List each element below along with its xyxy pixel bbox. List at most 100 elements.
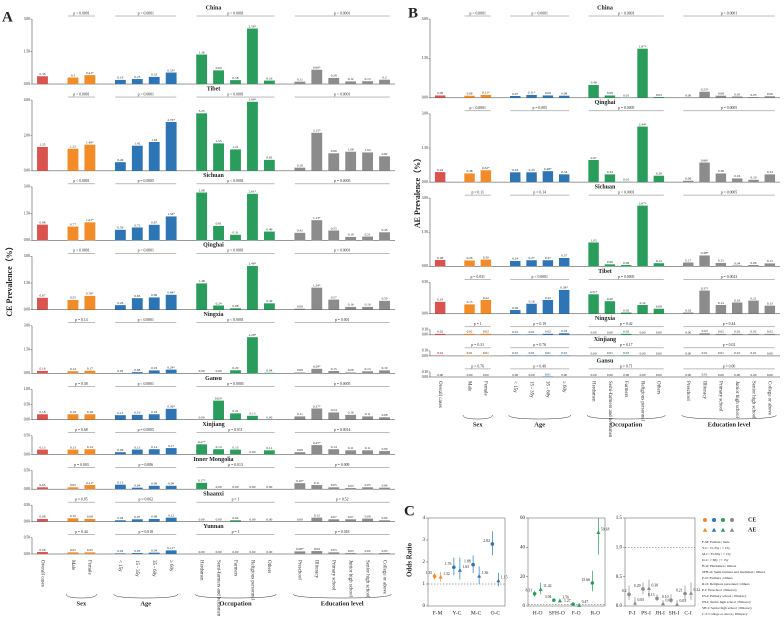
value-label: 0.02 (545, 330, 551, 334)
panel-title: Gansu (597, 358, 614, 364)
plot-frame (527, 517, 606, 607)
value-label: 0.16 (365, 303, 371, 307)
bar (379, 553, 390, 554)
bar (653, 308, 665, 314)
value-label: 1.42 (134, 141, 140, 145)
bar (148, 449, 160, 455)
value-label: 0.13 (365, 77, 371, 81)
bar (604, 301, 616, 314)
value-label: 0.12 (117, 480, 123, 484)
value-label: 0.02 (467, 330, 473, 334)
value-label: 0.00 (249, 550, 255, 554)
value-label: 1.25 (70, 144, 76, 148)
bar (67, 518, 79, 522)
p-value: p = 0.44 (75, 530, 88, 534)
point (627, 592, 631, 597)
value-label: 0.00 (591, 373, 597, 377)
bar (480, 94, 492, 98)
value-label: 0.00 (607, 331, 613, 335)
value-label: 0.62 (266, 156, 272, 160)
value-label: 0.29 (634, 584, 641, 588)
bar (542, 355, 554, 356)
x-tick-label: Farmers (623, 381, 628, 397)
value-label: 0.01 (734, 351, 740, 355)
bar (637, 304, 648, 314)
value-label: 0.24 (512, 257, 518, 261)
group-label: Occupation (610, 421, 643, 428)
bar (165, 121, 177, 171)
bar (196, 192, 208, 241)
x-tick-label: Semi-farmers and herdsmen (607, 381, 612, 438)
value-label: 0.33 (151, 73, 157, 77)
bar (148, 485, 160, 490)
bar (526, 260, 537, 267)
bar (748, 355, 759, 356)
y-tick-label: 0.50 (24, 434, 30, 438)
bar (37, 518, 48, 522)
p-value: p < 0.0001 (227, 318, 243, 322)
point (490, 542, 495, 546)
value-label: 0.04 (233, 516, 239, 520)
bar (620, 355, 632, 356)
bar (148, 518, 160, 522)
value-label: 0.18 (233, 76, 239, 80)
value-label: 0.14 (640, 301, 646, 305)
value-label: 0.42 (297, 229, 303, 233)
value-label: 0.04 (266, 369, 272, 373)
value-label: 0.50 (382, 297, 388, 301)
bar (247, 101, 258, 171)
value-label: 0.52* (482, 166, 490, 170)
value-label: 0.18 (734, 298, 740, 302)
x-tick-label: Male (70, 560, 75, 571)
bar (510, 334, 521, 335)
x-tick-label: < 15y (512, 381, 517, 393)
legend-marker (721, 518, 725, 522)
value-label: 0.01 (529, 351, 535, 355)
bar (114, 79, 126, 85)
value-label: 1.48* (86, 140, 94, 144)
bar (604, 264, 616, 267)
value-label: 0.38* (560, 286, 568, 290)
y-tick-label: 0.00 (422, 354, 428, 358)
bar (510, 172, 521, 183)
value-label: 0.26 (117, 301, 123, 305)
bar (362, 553, 374, 554)
panel-title: Qinghai (595, 100, 616, 106)
y-tick-label: 1.50 (24, 347, 30, 351)
value-label: 0.03 (382, 549, 388, 553)
bar (480, 333, 492, 335)
bar (213, 449, 224, 455)
value-label: 0.00 (249, 485, 255, 489)
p-value: p < 0.0001 (138, 249, 154, 253)
value-label: 0.00 (266, 550, 272, 554)
bar (84, 222, 96, 241)
value-label: 0.00 (640, 352, 646, 356)
value-label: 0.18 (39, 410, 45, 414)
value-label: 8.31 (525, 589, 532, 593)
point (577, 603, 582, 607)
value-label: 0.19 (382, 366, 388, 370)
value-label: 0.00 (656, 331, 662, 335)
value-label: 0.23 (134, 75, 140, 79)
x-tick-label: O-C (491, 610, 501, 616)
bar (114, 452, 126, 455)
p-value: p < 0.0001 (138, 382, 154, 386)
bar (683, 180, 694, 183)
value-label: 0.01 (751, 351, 757, 355)
bar (131, 414, 143, 420)
value-label: 0.01 (607, 351, 613, 355)
bar (558, 174, 570, 183)
bar (37, 370, 48, 374)
value-label: 0.66* (313, 66, 321, 70)
x-tick-label: Religious personnel (249, 560, 254, 600)
bar (311, 368, 323, 374)
value-label: 0.88 (39, 220, 45, 224)
bar (464, 260, 475, 267)
bar (715, 173, 727, 183)
bar (558, 333, 570, 335)
x-tick-label: Preschool (685, 381, 690, 401)
y-tick-label: 4.00 (24, 98, 30, 102)
p-value: p < 0.0001 (618, 190, 634, 194)
bar (731, 302, 743, 314)
value-label: 0.19 (117, 76, 123, 80)
